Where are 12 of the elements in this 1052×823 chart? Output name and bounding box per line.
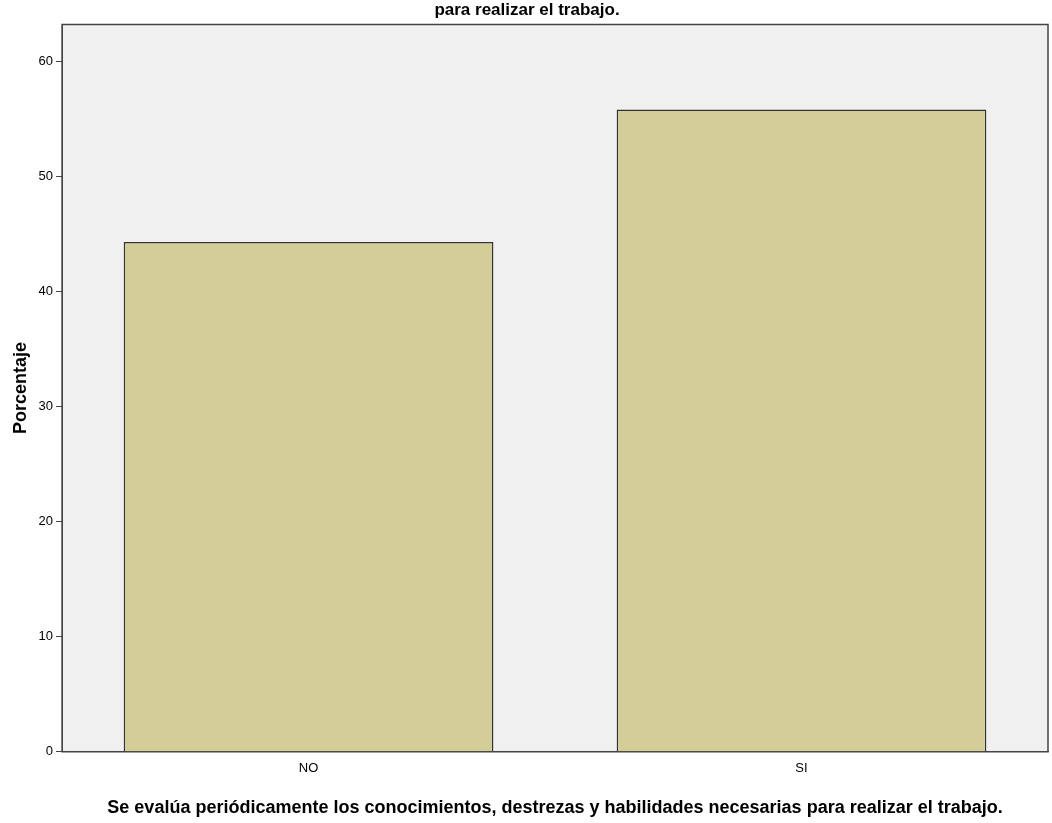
y-tick-label: 10: [38, 628, 54, 644]
y-tick-label: 50: [38, 167, 54, 183]
chart-title: para realizar el trabajo.: [434, 0, 620, 19]
y-axis-title: Porcentaje: [9, 342, 30, 435]
x-tick-label: NO: [298, 760, 319, 776]
y-tick-label: 30: [38, 398, 54, 414]
y-tick-label: 60: [38, 52, 54, 68]
y-tick-label: 40: [38, 283, 54, 298]
y-tick-label: 0: [45, 743, 54, 759]
x-axis-title: Se evalúa periódicamente los conocimientos, destrezas y habilidades necesarias para realizar el trabajo.: [107, 797, 1003, 818]
y-tick-label: 20: [38, 513, 54, 529]
x-tick-label: SI: [795, 760, 808, 776]
